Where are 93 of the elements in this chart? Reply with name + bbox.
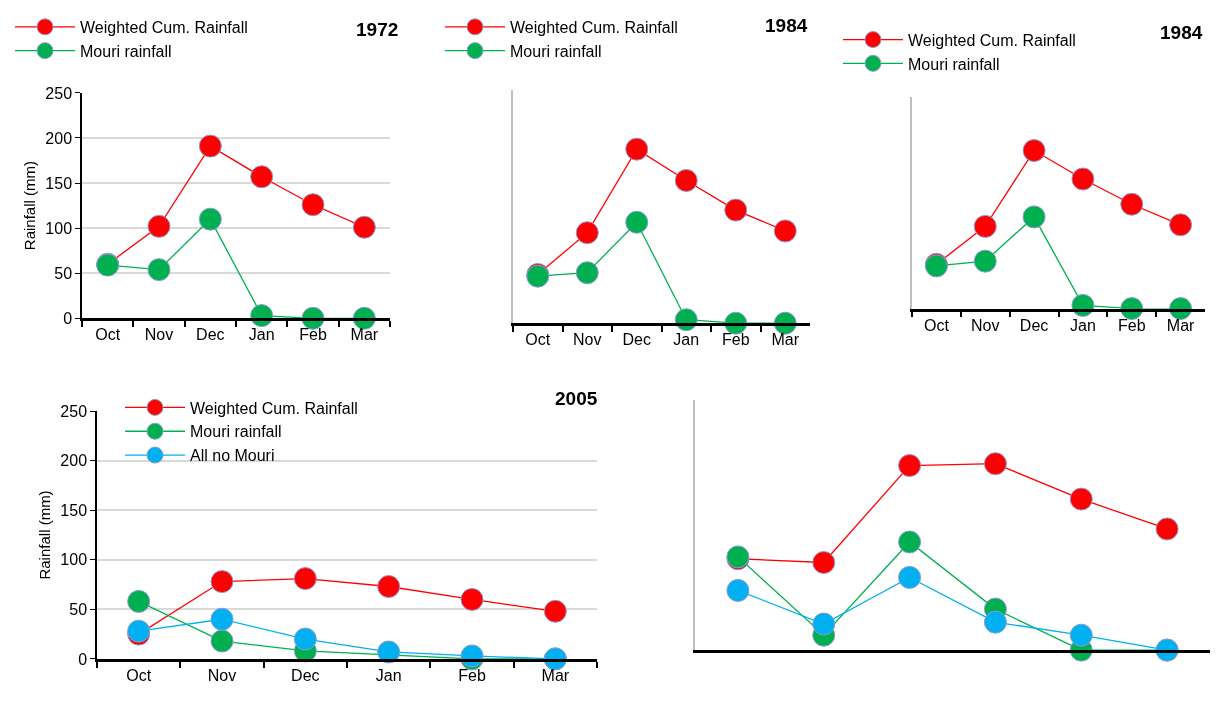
x-tick-label: Dec xyxy=(1019,316,1049,334)
legend-label: Weighted Cum. Rainfall xyxy=(908,31,1076,49)
point xyxy=(1022,205,1046,229)
y-tick-label: 250 xyxy=(60,402,88,420)
legend-label: Weighted Cum. Rainfall xyxy=(190,399,358,417)
x-tick-label: Mar xyxy=(771,331,800,349)
y-tick-label: 100 xyxy=(45,219,73,237)
x-tick-label: Feb xyxy=(721,331,750,349)
point xyxy=(210,607,234,631)
x-tick-label: Nov xyxy=(207,666,237,684)
x-tick-label: Jan xyxy=(673,331,700,349)
chart-title: 1984 xyxy=(1160,22,1203,43)
x-tick-label: Oct xyxy=(95,326,121,344)
point xyxy=(1071,167,1095,191)
y-tick-label: 250 xyxy=(45,84,73,102)
point xyxy=(812,550,836,574)
x-tick-label: Mar xyxy=(541,666,570,684)
point xyxy=(973,214,997,238)
y-tick-label: 200 xyxy=(60,452,88,470)
y-tick-label: 0 xyxy=(78,650,88,668)
point xyxy=(724,198,748,222)
point xyxy=(543,599,567,623)
point xyxy=(147,214,171,238)
point xyxy=(198,134,222,158)
x-tick-label: Feb xyxy=(299,326,327,344)
y-axis-title: Rainfall (mm) xyxy=(21,161,39,251)
legend-label: Mouri rainfall xyxy=(190,423,282,441)
x-tick-label: Jan xyxy=(375,666,402,684)
point xyxy=(352,215,376,239)
y-tick-label: 100 xyxy=(60,551,88,569)
chart-title: 1972 xyxy=(356,19,399,40)
point xyxy=(377,640,401,664)
point xyxy=(726,578,750,602)
point xyxy=(210,629,234,653)
y-tick-label: 0 xyxy=(63,309,73,327)
point xyxy=(625,210,649,234)
chart-title: 1984 xyxy=(765,15,808,36)
y-tick-label: 50 xyxy=(54,264,73,282)
point xyxy=(210,570,234,594)
chart-title: 2005 xyxy=(555,388,598,409)
point xyxy=(1120,192,1144,216)
x-tick-label: Dec xyxy=(196,326,225,344)
legend-label: All no Mouri xyxy=(190,447,275,465)
point xyxy=(973,249,997,273)
point xyxy=(377,575,401,599)
x-tick-label: Nov xyxy=(144,326,174,344)
x-tick-label: Feb xyxy=(458,666,486,684)
x-tick-label: Dec xyxy=(291,666,320,684)
point xyxy=(250,165,274,189)
x-tick-label: Oct xyxy=(126,666,152,684)
point xyxy=(301,193,325,217)
x-tick-label: Oct xyxy=(525,331,551,349)
y-tick-label: 150 xyxy=(45,174,73,192)
point xyxy=(1069,623,1093,647)
point xyxy=(127,589,151,613)
point xyxy=(575,261,599,285)
legend-label: Weighted Cum. Rainfall xyxy=(80,19,248,37)
y-axis-title: Rainfall (mm) xyxy=(36,490,54,580)
x-tick-label: Nov xyxy=(573,331,602,349)
point xyxy=(293,567,317,591)
point xyxy=(898,530,922,554)
point xyxy=(674,168,698,192)
legend-label: Weighted Cum. Rainfall xyxy=(510,19,678,37)
point xyxy=(575,221,599,245)
point xyxy=(773,219,797,243)
y-tick-label: 150 xyxy=(60,501,88,519)
point xyxy=(898,565,922,589)
point xyxy=(147,258,171,282)
legend-label: Mouri rainfall xyxy=(908,55,1000,73)
point xyxy=(983,452,1007,476)
y-tick-label: 200 xyxy=(45,129,73,147)
y-tick-label: 50 xyxy=(69,600,88,618)
point xyxy=(1022,139,1046,163)
x-tick-label: Mar xyxy=(1166,316,1196,334)
x-tick-label: Jan xyxy=(1070,316,1096,334)
point xyxy=(293,627,317,651)
x-tick-label: Mar xyxy=(350,326,379,344)
point xyxy=(812,612,836,636)
point xyxy=(1069,487,1093,511)
point xyxy=(625,137,649,161)
point xyxy=(1169,213,1193,237)
legend-label: Mouri rainfall xyxy=(80,42,172,60)
x-tick-label: Oct xyxy=(923,316,950,334)
x-tick-label: Nov xyxy=(971,316,1000,334)
legend-label: Mouri rainfall xyxy=(510,42,602,60)
x-tick-label: Feb xyxy=(1117,316,1146,334)
point xyxy=(1155,517,1179,541)
point xyxy=(460,587,484,611)
x-tick-label: Jan xyxy=(248,326,275,344)
x-tick-label: Dec xyxy=(622,331,651,349)
point xyxy=(198,207,222,231)
point xyxy=(983,610,1007,634)
point xyxy=(898,454,922,478)
